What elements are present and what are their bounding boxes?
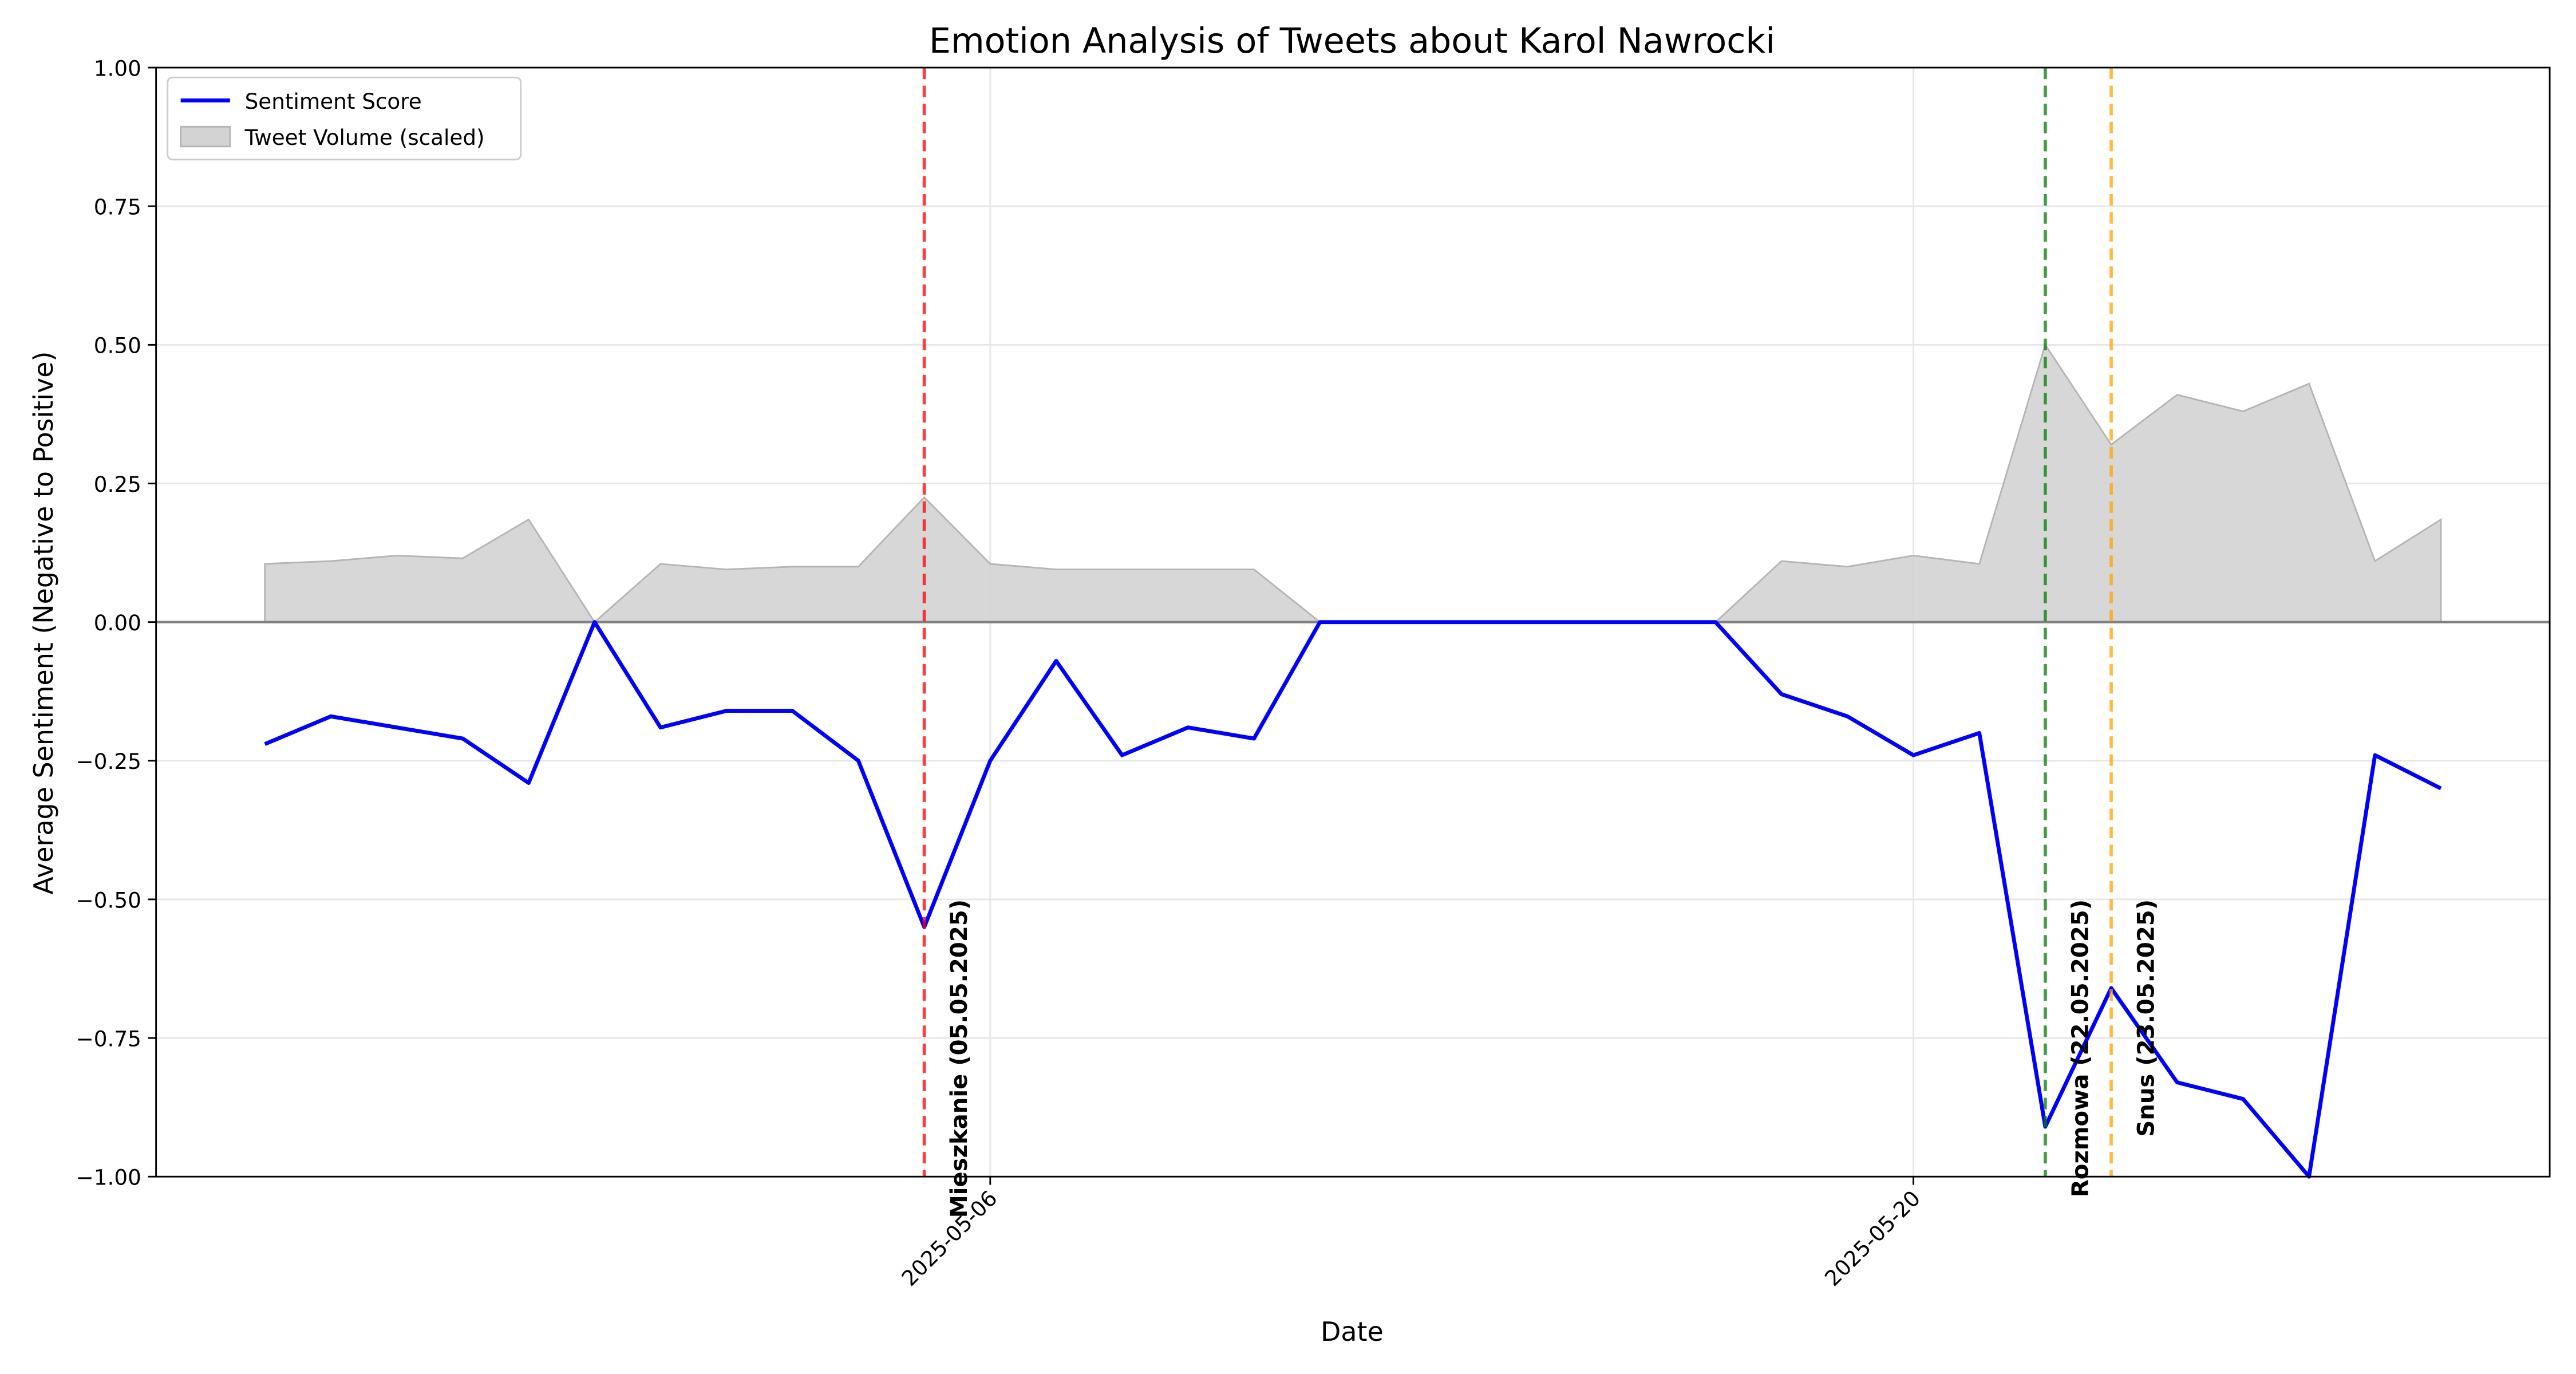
y-tick-label: −0.50 [76, 887, 141, 913]
x-tick-label: 2025-05-20 [1820, 1186, 1925, 1291]
chart-title: Emotion Analysis of Tweets about Karol N… [929, 21, 1775, 61]
legend-swatch [180, 125, 231, 148]
y-tick-label: 0.50 [94, 333, 141, 358]
y-tick-label: 1.00 [94, 56, 141, 81]
legend-label: Sentiment Score [245, 89, 422, 114]
y-axis-label: Average Sentiment (Negative to Positive) [28, 352, 59, 895]
event-label: Rozmowa (22.05.2025) [2067, 899, 2093, 1197]
legend-box [167, 76, 522, 161]
y-tick-label: 0.25 [94, 472, 141, 497]
event-label: Mieszkanie (05.05.2025) [946, 899, 973, 1218]
plot-frame [155, 66, 2551, 1178]
y-tick-label: −0.75 [76, 1026, 141, 1051]
legend-label: Tweet Volume (scaled) [244, 125, 485, 150]
x-axis-label: Date [1321, 1316, 1384, 1347]
legend: Sentiment Score Tweet Volume (scaled) [167, 76, 522, 161]
y-tick-label: 0.75 [94, 195, 141, 220]
sentiment-line [264, 620, 2442, 1179]
y-tick-label: 0.00 [94, 610, 141, 635]
y-tick-label: −0.25 [76, 749, 141, 774]
y-tick-label: −1.00 [76, 1165, 141, 1190]
event-label: Snus (23.05.2025) [2134, 899, 2160, 1137]
